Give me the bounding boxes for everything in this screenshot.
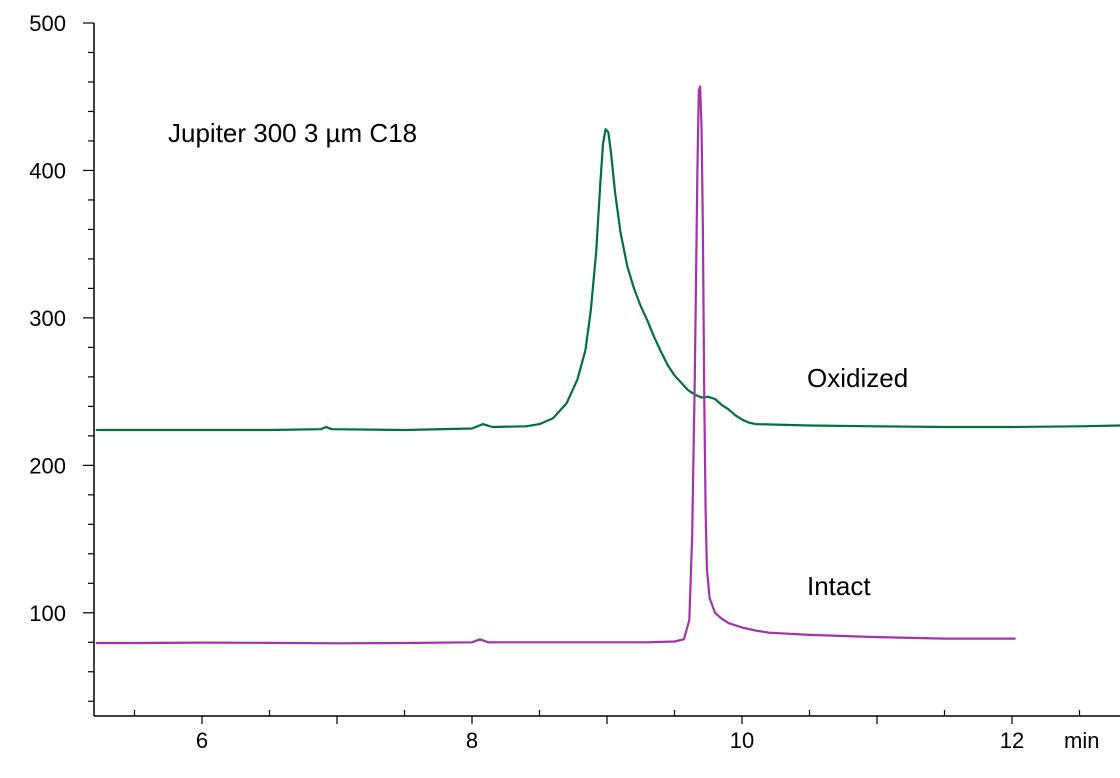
x-axis-unit: min: [1064, 728, 1099, 753]
y-tick-label: 500: [29, 11, 66, 36]
x-tick-label: 8: [466, 728, 478, 753]
x-tick-label: 12: [1000, 728, 1024, 753]
y-tick-label: 300: [29, 306, 66, 331]
series-label-oxidized: Oxidized: [807, 363, 908, 393]
y-tick-label: 200: [29, 453, 66, 478]
series-group: [95, 85, 1120, 645]
tick-labels: 100 200 300 400 500 6 8 10 12: [29, 11, 1024, 753]
series-line-intact: [95, 85, 1016, 645]
column-label: Jupiter 300 3 µm C18: [168, 118, 417, 148]
series-label-intact: Intact: [807, 571, 871, 601]
series-line-oxidized: [95, 128, 1120, 432]
x-tick-label: 10: [730, 728, 754, 753]
x-tick-label: 6: [196, 728, 208, 753]
y-tick-label: 100: [29, 601, 66, 626]
ticks: [83, 22, 1081, 724]
y-tick-label: 400: [29, 158, 66, 183]
